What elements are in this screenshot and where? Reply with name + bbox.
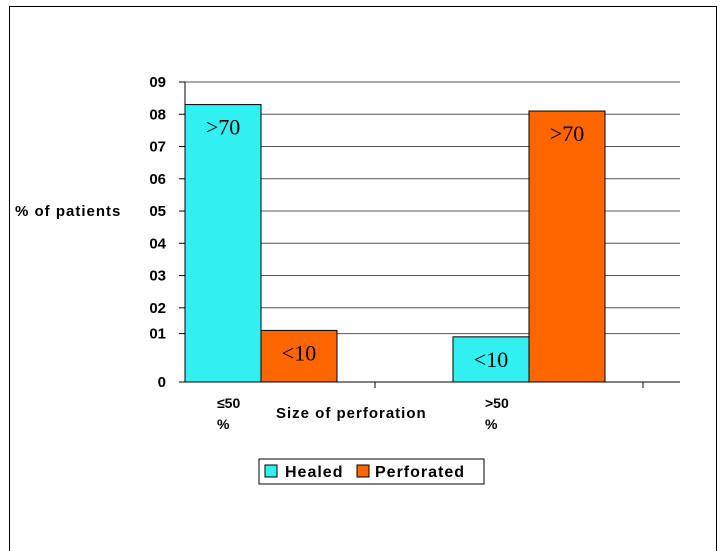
bars: [184, 104, 606, 383]
x-axis-label: Size of perforation: [276, 405, 427, 422]
category-label-unit: %: [485, 416, 498, 432]
y-tick-label: 02: [149, 300, 166, 317]
data-label: <10: [474, 347, 508, 372]
y-tick-label: 07: [149, 139, 166, 156]
y-tick-labels: 0 01 02 03 04 05 06 07 08 09: [149, 74, 166, 391]
category-label: ≤50: [217, 395, 240, 411]
data-label: <10: [282, 340, 316, 365]
axes: [184, 82, 680, 383]
y-tick-label: 04: [149, 235, 166, 252]
legend-swatch-perforated: [356, 464, 370, 478]
y-tick-label: 03: [149, 268, 166, 285]
category-labels: ≤50% >50%: [217, 395, 509, 432]
category-label-unit: %: [217, 416, 230, 432]
data-labels: >70 <10 <10 >70: [206, 115, 584, 372]
legend: Healed Perforated: [258, 458, 485, 485]
category-label: >50: [485, 395, 509, 411]
data-label: >70: [206, 115, 240, 140]
y-tick-label: 09: [149, 74, 166, 91]
legend-box: [258, 458, 485, 485]
y-axis-label: % of patients: [15, 203, 121, 220]
data-label: >70: [550, 121, 584, 146]
bar-healed-0: [184, 104, 262, 383]
y-tick-label: 08: [149, 106, 166, 123]
legend-swatch-healed: [264, 464, 278, 478]
y-tick-label: 06: [149, 171, 166, 188]
y-tick-label: 0: [158, 374, 166, 391]
legend-label-healed: Healed: [285, 464, 343, 481]
bar-perforated-1: [528, 110, 606, 383]
y-tick-label: 05: [149, 203, 166, 220]
legend-label-perforated: Perforated: [375, 464, 465, 481]
y-tick-label: 01: [149, 326, 166, 343]
